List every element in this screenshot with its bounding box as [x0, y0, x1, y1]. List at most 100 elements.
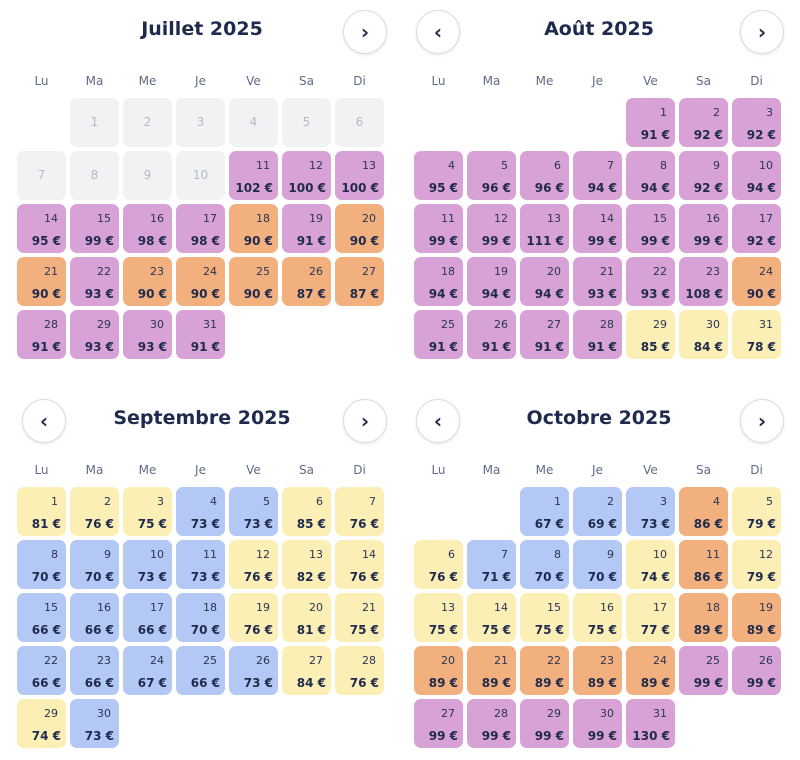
day-cell[interactable]: 15 99 €	[626, 204, 675, 253]
day-cell[interactable]: 20 90 €	[335, 204, 384, 253]
day-cell[interactable]: 16 99 €	[679, 204, 728, 253]
day-cell[interactable]: 20 81 €	[282, 593, 331, 642]
day-cell[interactable]: 6 85 €	[282, 487, 331, 536]
day-cell[interactable]: 5 96 €	[467, 151, 516, 200]
day-cell[interactable]: 26 87 €	[282, 257, 331, 306]
day-cell[interactable]: 20 89 €	[414, 646, 463, 695]
day-cell[interactable]: 9 70 €	[70, 540, 119, 589]
day-cell[interactable]: 6 96 €	[520, 151, 569, 200]
day-cell[interactable]: 26 73 €	[229, 646, 278, 695]
day-cell[interactable]: 29 85 €	[626, 310, 675, 359]
day-cell[interactable]: 11 102 €	[229, 151, 278, 200]
day-cell[interactable]: 13 100 €	[335, 151, 384, 200]
day-cell[interactable]: 1 67 €	[520, 487, 569, 536]
day-cell[interactable]: 29 93 €	[70, 310, 119, 359]
day-cell[interactable]: 19 94 €	[467, 257, 516, 306]
day-cell[interactable]: 16 66 €	[70, 593, 119, 642]
day-cell[interactable]: 1 91 €	[626, 98, 675, 147]
day-cell[interactable]: 5 73 €	[229, 487, 278, 536]
day-cell[interactable]: 31 91 €	[176, 310, 225, 359]
day-cell[interactable]: 25 66 €	[176, 646, 225, 695]
day-cell[interactable]: 31 130 €	[626, 699, 675, 748]
day-cell[interactable]: 10 94 €	[732, 151, 781, 200]
day-cell[interactable]: 8 70 €	[520, 540, 569, 589]
day-cell[interactable]: 23 90 €	[123, 257, 172, 306]
day-cell[interactable]: 17 92 €	[732, 204, 781, 253]
day-cell[interactable]: 27 91 €	[520, 310, 569, 359]
day-cell[interactable]: 9 70 €	[573, 540, 622, 589]
day-cell[interactable]: 30 99 €	[573, 699, 622, 748]
day-cell[interactable]: 29 74 €	[17, 699, 66, 748]
day-cell[interactable]: 12 76 €	[229, 540, 278, 589]
day-cell[interactable]: 27 99 €	[414, 699, 463, 748]
day-cell[interactable]: 3 75 €	[123, 487, 172, 536]
day-cell[interactable]: 15 66 €	[17, 593, 66, 642]
day-cell[interactable]: 17 77 €	[626, 593, 675, 642]
day-cell[interactable]: 17 98 €	[176, 204, 225, 253]
day-cell[interactable]: 28 99 €	[467, 699, 516, 748]
day-cell[interactable]: 13 75 €	[414, 593, 463, 642]
day-cell[interactable]: 23 66 €	[70, 646, 119, 695]
day-cell[interactable]: 7 71 €	[467, 540, 516, 589]
day-cell[interactable]: 14 76 €	[335, 540, 384, 589]
day-cell[interactable]: 10 73 €	[123, 540, 172, 589]
day-cell[interactable]: 30 93 €	[123, 310, 172, 359]
day-cell[interactable]: 15 75 €	[520, 593, 569, 642]
day-cell[interactable]: 4 86 €	[679, 487, 728, 536]
day-cell[interactable]: 12 100 €	[282, 151, 331, 200]
day-cell[interactable]: 25 99 €	[679, 646, 728, 695]
day-cell[interactable]: 19 89 €	[732, 593, 781, 642]
day-cell[interactable]: 22 66 €	[17, 646, 66, 695]
day-cell[interactable]: 25 91 €	[414, 310, 463, 359]
day-cell[interactable]: 30 73 €	[70, 699, 119, 748]
day-cell[interactable]: 17 66 €	[123, 593, 172, 642]
day-cell[interactable]: 26 91 €	[467, 310, 516, 359]
next-month-button[interactable]: ›	[343, 399, 387, 443]
day-cell[interactable]: 18 90 €	[229, 204, 278, 253]
prev-month-button[interactable]: ‹	[416, 10, 460, 54]
day-cell[interactable]: 30 84 €	[679, 310, 728, 359]
day-cell[interactable]: 23 108 €	[679, 257, 728, 306]
day-cell[interactable]: 14 75 €	[467, 593, 516, 642]
day-cell[interactable]: 28 91 €	[573, 310, 622, 359]
day-cell[interactable]: 29 99 €	[520, 699, 569, 748]
day-cell[interactable]: 11 73 €	[176, 540, 225, 589]
day-cell[interactable]: 12 99 €	[467, 204, 516, 253]
day-cell[interactable]: 21 75 €	[335, 593, 384, 642]
day-cell[interactable]: 23 89 €	[573, 646, 622, 695]
day-cell[interactable]: 13 111 €	[520, 204, 569, 253]
day-cell[interactable]: 10 74 €	[626, 540, 675, 589]
day-cell[interactable]: 16 98 €	[123, 204, 172, 253]
day-cell[interactable]: 28 76 €	[335, 646, 384, 695]
day-cell[interactable]: 21 89 €	[467, 646, 516, 695]
day-cell[interactable]: 5 79 €	[732, 487, 781, 536]
day-cell[interactable]: 11 99 €	[414, 204, 463, 253]
day-cell[interactable]: 2 92 €	[679, 98, 728, 147]
day-cell[interactable]: 4 73 €	[176, 487, 225, 536]
day-cell[interactable]: 18 70 €	[176, 593, 225, 642]
day-cell[interactable]: 25 90 €	[229, 257, 278, 306]
day-cell[interactable]: 18 89 €	[679, 593, 728, 642]
day-cell[interactable]: 3 92 €	[732, 98, 781, 147]
day-cell[interactable]: 21 93 €	[573, 257, 622, 306]
day-cell[interactable]: 21 90 €	[17, 257, 66, 306]
day-cell[interactable]: 26 99 €	[732, 646, 781, 695]
day-cell[interactable]: 24 67 €	[123, 646, 172, 695]
next-month-button[interactable]: ›	[343, 10, 387, 54]
day-cell[interactable]: 2 76 €	[70, 487, 119, 536]
day-cell[interactable]: 22 89 €	[520, 646, 569, 695]
day-cell[interactable]: 15 99 €	[70, 204, 119, 253]
prev-month-button[interactable]: ‹	[22, 399, 66, 443]
day-cell[interactable]: 18 94 €	[414, 257, 463, 306]
day-cell[interactable]: 24 90 €	[732, 257, 781, 306]
day-cell[interactable]: 11 86 €	[679, 540, 728, 589]
day-cell[interactable]: 4 95 €	[414, 151, 463, 200]
day-cell[interactable]: 14 95 €	[17, 204, 66, 253]
day-cell[interactable]: 9 92 €	[679, 151, 728, 200]
day-cell[interactable]: 31 78 €	[732, 310, 781, 359]
day-cell[interactable]: 1 81 €	[17, 487, 66, 536]
day-cell[interactable]: 24 89 €	[626, 646, 675, 695]
day-cell[interactable]: 16 75 €	[573, 593, 622, 642]
day-cell[interactable]: 27 87 €	[335, 257, 384, 306]
day-cell[interactable]: 27 84 €	[282, 646, 331, 695]
